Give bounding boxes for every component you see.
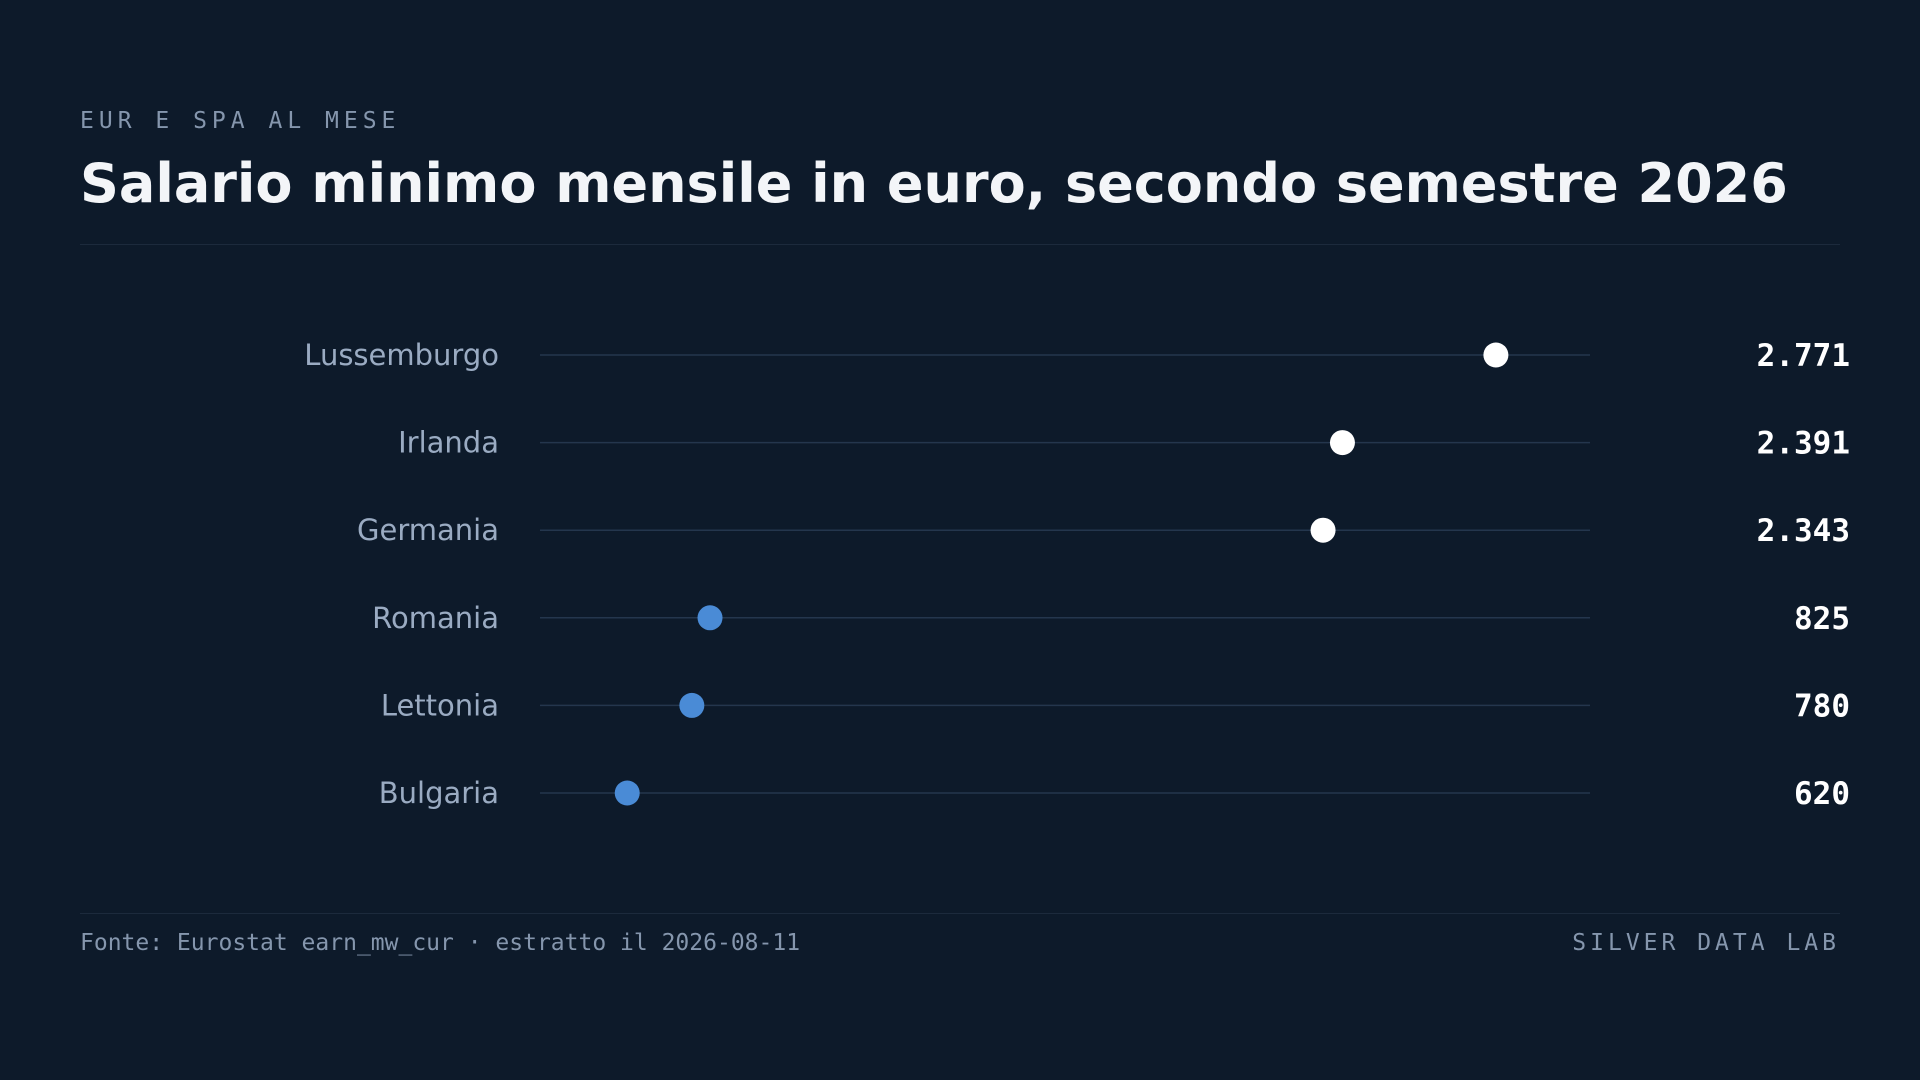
value-label-lussemburgo: 2.771: [1757, 338, 1850, 374]
value-label-romania: 825: [1794, 601, 1850, 637]
value-label-germania: 2.343: [1757, 513, 1850, 549]
header-divider: [80, 244, 1840, 245]
category-label-lettonia: Lettonia: [381, 688, 499, 722]
chart-title: Salario minimo mensile in euro, secondo …: [80, 152, 1788, 215]
data-point-germania: [1310, 517, 1336, 543]
category-label-lussemburgo: Lussemburgo: [304, 338, 499, 372]
data-point-bulgaria: [614, 780, 640, 806]
data-point-irlanda: [1329, 430, 1355, 456]
category-label-germania: Germania: [357, 513, 499, 547]
footer-divider: [80, 913, 1840, 914]
data-point-lussemburgo: [1483, 342, 1509, 368]
category-label-irlanda: Irlanda: [398, 426, 499, 460]
category-label-bulgaria: Bulgaria: [379, 776, 499, 810]
dot-plot: Lussemburgo 2.771 Irlanda 2.391 Germania 2.34…: [304, 338, 1850, 812]
footer-source: Fonte: Eurostat earn_mw_cur · estratto i…: [80, 930, 801, 956]
data-point-romania: [697, 605, 723, 631]
data-point-lettonia: [679, 692, 705, 718]
value-label-bulgaria: 620: [1794, 776, 1850, 812]
footer-brand: SILVER DATA LAB: [1572, 930, 1840, 956]
chart-eyebrow: EUR E SPA AL MESE: [80, 108, 401, 134]
value-label-irlanda: 2.391: [1757, 426, 1850, 462]
value-label-lettonia: 780: [1794, 688, 1850, 724]
category-label-romania: Romania: [372, 601, 499, 635]
